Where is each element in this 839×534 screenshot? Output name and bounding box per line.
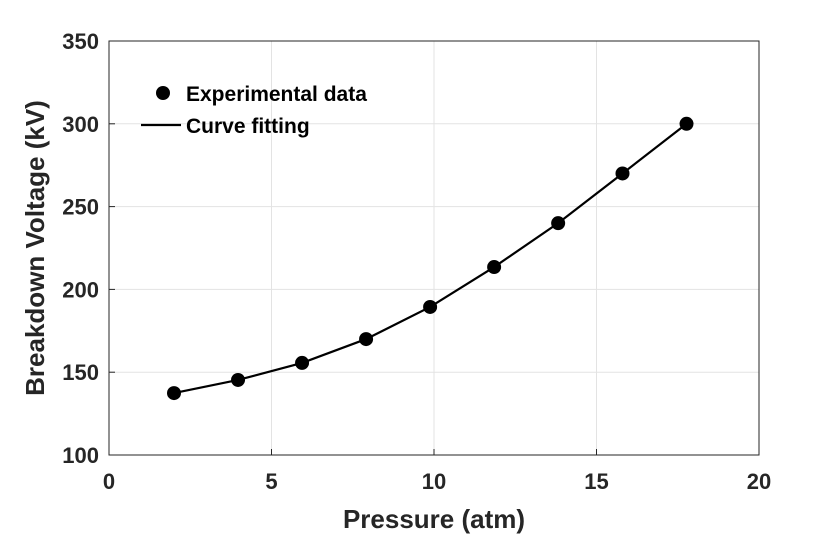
- data-point: [167, 386, 181, 401]
- y-tick-label: 150: [62, 360, 99, 385]
- legend-marker: [156, 86, 170, 100]
- data-point: [679, 116, 694, 131]
- y-axis-label: Breakdown Voltage (kV): [20, 100, 50, 396]
- x-tick-label: 10: [422, 469, 446, 494]
- y-tick-label: 100: [62, 443, 99, 468]
- x-tick-label: 20: [747, 469, 771, 494]
- data-point: [615, 166, 630, 181]
- data-point: [295, 355, 310, 370]
- x-axis-label: Pressure (atm): [343, 504, 525, 534]
- data-point: [423, 299, 438, 314]
- data-point: [487, 260, 502, 275]
- axes-box: [108, 40, 760, 456]
- y-tick-label: 350: [62, 29, 99, 54]
- data-point: [551, 216, 566, 231]
- data-point: [359, 332, 374, 347]
- x-tick-label: 0: [103, 469, 115, 494]
- y-tick-label: 300: [62, 112, 99, 137]
- legend-label: Experimental data: [186, 83, 367, 106]
- x-tick-label: 5: [265, 469, 277, 494]
- data-point: [231, 372, 246, 387]
- y-tick-label: 250: [62, 195, 99, 220]
- y-tick-label: 200: [62, 277, 99, 302]
- x-tick-label: 15: [584, 469, 608, 494]
- legend-label: Curve fitting: [186, 115, 310, 138]
